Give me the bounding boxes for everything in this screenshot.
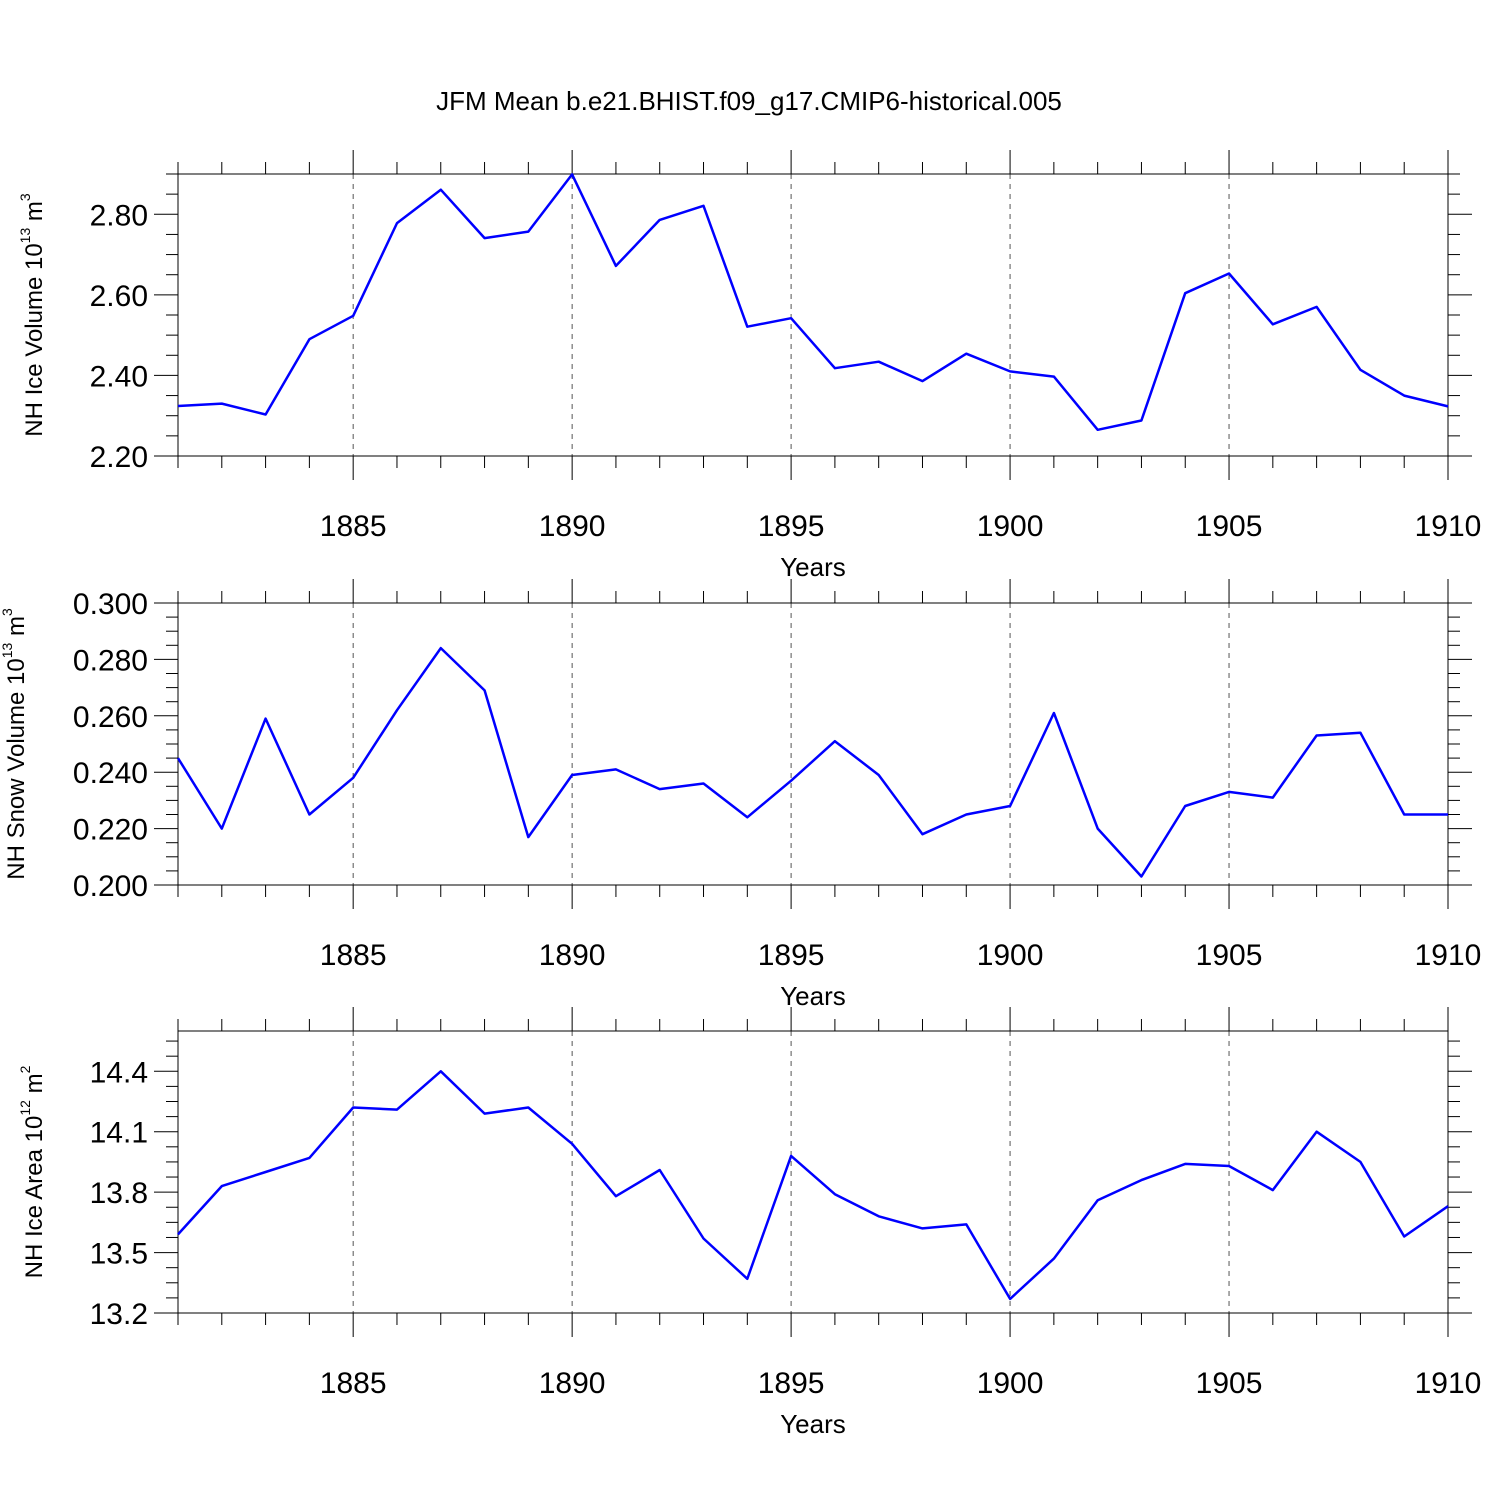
plot-frame <box>177 602 1449 886</box>
y-axis-label-text: NH Ice Volume 10 <box>21 243 48 436</box>
chart-panel-1: 1885 1890 1895 1900 1905 1910 2.20 2.40 2.60 2.80… <box>17 150 1481 582</box>
x-tick-label: 1885 <box>320 1367 387 1400</box>
x-tick-label: 1895 <box>758 510 825 543</box>
x-tick-label: 1890 <box>539 939 606 972</box>
y-axis-label: NH Ice Volume 1013 m3 <box>17 193 48 437</box>
x-tick-label: 1885 <box>320 510 387 543</box>
plot-frame <box>177 1030 1449 1314</box>
x-axis-label: Years <box>780 981 846 1011</box>
x-tick-label: 1890 <box>539 510 606 543</box>
y-axis-label-unit-exponent: 3 <box>0 608 15 616</box>
x-tick-label: 1895 <box>758 1367 825 1400</box>
y-tick-label: 2.40 <box>90 360 148 393</box>
y-axis-label-unit-exponent: 2 <box>17 1065 33 1073</box>
figure-title: JFM Mean b.e21.BHIST.f09_g17.CMIP6-histo… <box>436 86 1062 116</box>
y-tick-label: 13.8 <box>90 1177 148 1210</box>
x-tick-label: 1900 <box>977 510 1044 543</box>
x-tick-label: 1905 <box>1196 1367 1263 1400</box>
y-tick-label: 0.200 <box>73 870 148 903</box>
y-axis-label: NH Snow Volume 1013 m3 <box>0 608 30 880</box>
y-axis-label-text: NH Ice Area 10 <box>21 1116 48 1279</box>
x-tick-label: 1910 <box>1415 1367 1482 1400</box>
y-tick-label: 2.60 <box>90 280 148 313</box>
y-tick-label: 0.240 <box>73 757 148 790</box>
y-tick-label: 0.280 <box>73 644 148 677</box>
plot-frame <box>177 173 1449 457</box>
x-tick-label: 1905 <box>1196 510 1263 543</box>
y-tick-label: 13.2 <box>90 1298 148 1331</box>
y-axis-label-unit: m <box>21 201 48 228</box>
chart-panel-2: 1885 1890 1895 1900 1905 1910 0.200 0.220 0.240 0… <box>0 579 1481 1011</box>
chart-panel-3: 1885 1890 1895 1900 1905 1910 13.2 13.5 13.8 14.1… <box>17 1007 1481 1439</box>
x-tick-label: 1885 <box>320 939 387 972</box>
x-axis-label: Years <box>780 552 846 582</box>
y-axis-label-unit-exponent: 3 <box>17 193 33 201</box>
y-axis-label-exponent: 12 <box>17 1100 33 1116</box>
x-tick-label: 1890 <box>539 1367 606 1400</box>
y-axis-label-text: NH Snow Volume 10 <box>3 658 30 879</box>
x-tick-label: 1900 <box>977 1367 1044 1400</box>
x-tick-label: 1910 <box>1415 939 1482 972</box>
y-tick-label: 0.220 <box>73 814 148 847</box>
y-axis-label-unit: m <box>3 616 30 643</box>
y-tick-label: 14.4 <box>90 1056 148 1089</box>
x-tick-label: 1905 <box>1196 939 1263 972</box>
x-tick-label: 1895 <box>758 939 825 972</box>
y-tick-label: 14.1 <box>90 1117 148 1150</box>
y-tick-label: 0.300 <box>73 588 148 621</box>
data-series-line <box>177 1070 1449 1301</box>
x-tick-label: 1910 <box>1415 510 1482 543</box>
x-axis-label: Years <box>780 1409 846 1439</box>
data-series-line <box>176 646 1448 878</box>
y-tick-label: 2.20 <box>90 441 148 474</box>
y-tick-label: 0.260 <box>73 701 148 734</box>
y-tick-label: 13.5 <box>90 1238 148 1271</box>
y-tick-label: 2.80 <box>90 199 148 232</box>
y-axis-label-exponent: 13 <box>17 228 33 244</box>
x-tick-label: 1900 <box>977 939 1044 972</box>
y-axis-label-exponent: 13 <box>0 643 15 659</box>
y-axis-label-unit: m <box>21 1073 48 1100</box>
data-series-line <box>177 173 1449 432</box>
y-axis-label: NH Ice Area 1012 m2 <box>17 1065 48 1278</box>
